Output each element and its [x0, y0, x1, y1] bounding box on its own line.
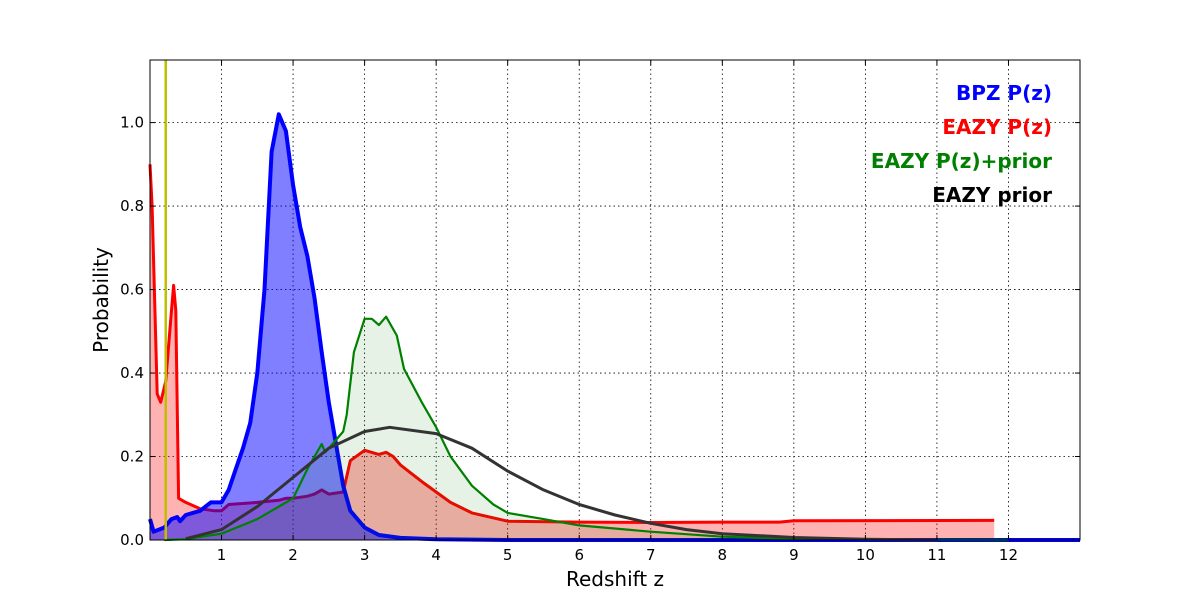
- y-axis-label: Probability: [89, 247, 113, 353]
- x-tick-label: 3: [360, 546, 370, 564]
- y-tick-label: 1.0: [120, 114, 144, 132]
- legend: BPZ P(z) EAZY P(z) EAZY P(z)+prior EAZY pri…: [871, 81, 1052, 207]
- x-tick-label: 5: [503, 546, 513, 564]
- x-tick-label: 10: [856, 546, 875, 564]
- legend-entry: EAZY prior: [932, 183, 1052, 207]
- eazy-prior-line: [185, 425, 937, 542]
- x-tick-label: 12: [999, 546, 1018, 564]
- y-tick-label: 0.2: [120, 448, 144, 466]
- ticks: 1 2 3 4 5 6 7 8 9 10 11 120.00.20.40.60.81.0: [120, 60, 1080, 564]
- x-tick-label: 4: [431, 546, 441, 564]
- legend-entry: EAZY P(z)+prior: [871, 149, 1052, 173]
- legend-entry: EAZY P(z): [942, 115, 1052, 139]
- x-tick-label: 1: [217, 546, 227, 564]
- series-layer: [148, 60, 1080, 542]
- eazy-p-z-prior-line: [164, 315, 1009, 542]
- x-tick-label: 11: [927, 546, 946, 564]
- y-tick-label: 0.0: [120, 531, 144, 549]
- y-tick-label: 0.4: [120, 364, 144, 382]
- x-tick-label: 6: [574, 546, 584, 564]
- x-tick-label: 2: [288, 546, 298, 564]
- x-axis-label: Redshift z: [566, 567, 664, 591]
- x-tick-label: 7: [646, 546, 656, 564]
- legend-entry: BPZ P(z): [956, 81, 1052, 105]
- bpz-p-z-fill: [150, 114, 1080, 541]
- eazy-p-z-prior-fill: [164, 316, 1009, 540]
- plot-frame: [149, 59, 1081, 541]
- y-tick-label: 0.6: [120, 281, 144, 299]
- x-tick-label: 9: [789, 546, 799, 564]
- x-tick-label: 8: [718, 546, 728, 564]
- y-tick-label: 0.8: [120, 197, 144, 215]
- bpz-p-z-line: [148, 112, 1080, 542]
